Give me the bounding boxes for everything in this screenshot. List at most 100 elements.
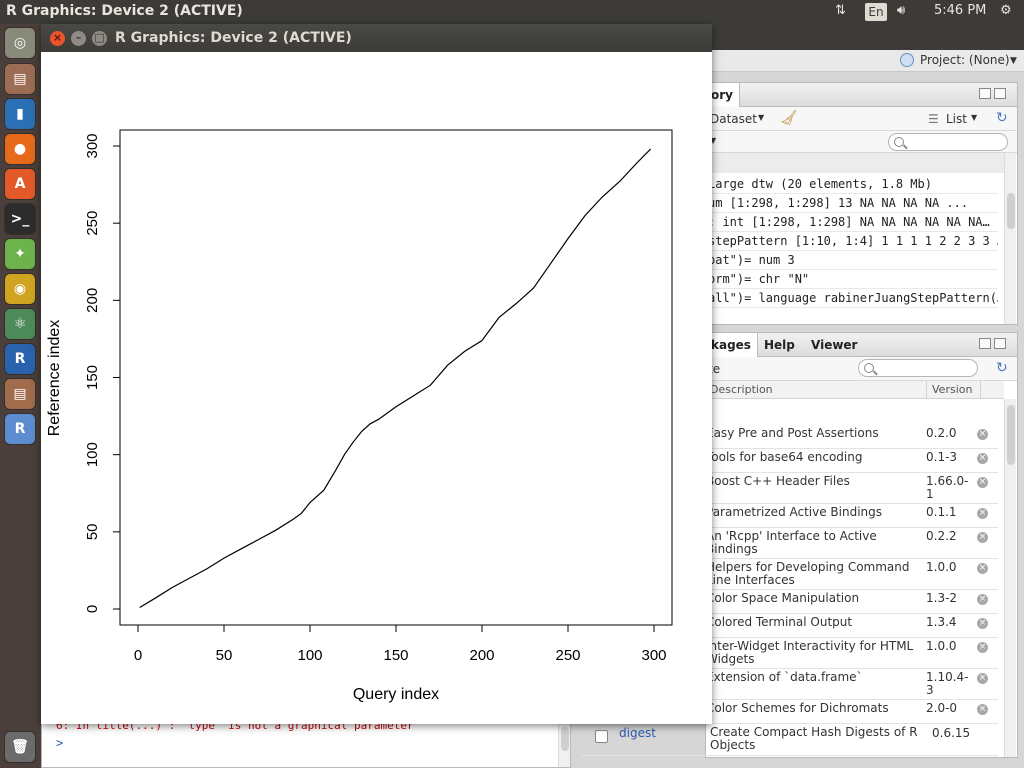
broom-icon[interactable]: 🧹︎ [780, 110, 798, 126]
chevron-down-icon[interactable]: ▼ [1010, 56, 1017, 66]
y-tick-label: 100 [84, 442, 101, 467]
remove-package-icon[interactable]: × [977, 673, 988, 684]
package-row[interactable]: Extension of `data.frame` 1.10.4-3 × [706, 669, 998, 700]
remove-package-icon[interactable]: × [977, 563, 988, 574]
keyboard-language-indicator[interactable]: En [865, 3, 887, 21]
x-tick-label: 150 [383, 647, 408, 664]
package-version: 0.1-3 [926, 450, 958, 464]
environment-scrollbar[interactable] [1004, 153, 1016, 324]
search-icon [864, 363, 874, 373]
remove-package-icon[interactable]: × [977, 704, 988, 715]
power-icon[interactable]: ⚙︎ [1000, 3, 1012, 18]
r-icon[interactable]: R [5, 344, 35, 374]
package-checkbox[interactable] [595, 730, 608, 743]
launcher: ◎ ▤ ▮ ● A >_ ✦ ◉ ⚛ R ▤ R 🗑︎ [0, 24, 41, 768]
pane-window-buttons[interactable] [976, 88, 1006, 102]
pane-window-buttons[interactable] [976, 338, 1006, 352]
minimize-icon[interactable]: – [71, 31, 86, 46]
trash-icon[interactable]: 🗑︎ [5, 732, 35, 762]
environment-tabbar: ory [704, 83, 1017, 107]
env-row[interactable]: all")= language rabinerJuangStepPattern(… [706, 289, 998, 308]
atom-icon[interactable]: ⚛ [5, 309, 35, 339]
scrollbar-thumb[interactable] [1007, 193, 1015, 229]
env-row[interactable]: stepPattern [1:10, 1:4] 1 1 1 1 2 2 3 3 … [706, 232, 998, 251]
package-row[interactable]: Color Space Manipulation 1.3-2 × [706, 590, 998, 614]
project-menu[interactable]: Project: (None) [920, 53, 1010, 67]
env-row[interactable]: orm")= chr "N" [706, 270, 998, 289]
firefox-icon[interactable]: ● [5, 134, 35, 164]
tab-help[interactable]: Help [764, 338, 795, 352]
libreoffice-writer-icon[interactable]: ▮ [5, 99, 35, 129]
dataset-import-button[interactable]: Dataset [710, 112, 757, 126]
package-version: 0.2.0 [926, 426, 957, 440]
env-row[interactable]: pat")= num 3 [706, 251, 998, 270]
package-row[interactable]: Parametrized Active Bindings 0.1.1 × [706, 504, 998, 528]
clock[interactable]: 5:46 PM [934, 3, 987, 18]
col-version[interactable]: Version [932, 383, 973, 396]
file-manager-icon-2[interactable]: ▤ [5, 379, 35, 409]
remove-package-icon[interactable]: × [977, 594, 988, 605]
rstudio-project-bar: Project: (None) ▼ [712, 50, 1024, 72]
network-icon[interactable]: ⇅ [835, 3, 846, 18]
remove-package-icon[interactable]: × [977, 477, 988, 488]
tab-packages[interactable]: kages [704, 333, 758, 357]
package-row[interactable]: Colored Terminal Output 1.3.4 × [706, 614, 998, 638]
tab-viewer[interactable]: Viewer [811, 338, 858, 352]
console-pane[interactable]: 6: In title(...) : "type" is not a graph… [41, 719, 571, 768]
env-row[interactable]: Large dtw (20 elements, 1.8 Mb) [706, 175, 998, 194]
scrollbar-thumb[interactable] [1007, 405, 1015, 465]
env-row[interactable]: : int [1:298, 1:298] NA NA NA NA NA NA… [706, 213, 998, 232]
chevron-down-icon[interactable]: ▼ [758, 113, 765, 122]
packages-search-input[interactable] [858, 359, 978, 377]
chevron-down-icon[interactable]: ▼ [710, 136, 717, 145]
package-row[interactable]: Boost C++ Header Files 1.66.0-1 × [706, 473, 998, 504]
env-row[interactable]: um [1:298, 1:298] 13 NA NA NA NA ... [706, 194, 998, 213]
package-row[interactable]: Helpers for Developing Command Line Inte… [706, 559, 998, 590]
col-divider [980, 381, 981, 399]
remove-package-icon[interactable]: × [977, 429, 988, 440]
console-scrollbar[interactable] [558, 723, 570, 767]
environment-toolbar: Dataset ▼ 🧹︎ ☰ List ▼ ↻ [706, 107, 1017, 131]
list-view-toggle[interactable]: List [946, 112, 967, 126]
graphics-window-title: R Graphics: Device 2 (ACTIVE) [115, 30, 352, 46]
package-row[interactable]: An 'Rcpp' Interface to Active Bindings 0.… [706, 528, 998, 559]
list-view-icon[interactable]: ☰ [928, 112, 939, 126]
remove-package-icon[interactable]: × [977, 642, 988, 653]
file-manager-icon[interactable]: ▤ [5, 64, 35, 94]
remove-package-icon[interactable]: × [977, 532, 988, 543]
remove-package-icon[interactable]: × [977, 618, 988, 629]
package-description: Inter-Widget Interactivity for HTML Widg… [706, 639, 914, 666]
environment-search-input[interactable] [888, 133, 1008, 151]
graphics-titlebar[interactable]: × – □ R Graphics: Device 2 (ACTIVE) [41, 24, 712, 52]
remove-package-icon[interactable]: × [977, 453, 988, 464]
package-name-link[interactable]: digest [619, 726, 656, 740]
ubuntu-dash-icon[interactable]: ◎ [5, 28, 35, 58]
volume-icon[interactable]: 🔊︎ [897, 3, 906, 18]
software-center-icon[interactable]: A [5, 169, 35, 199]
package-version: 1.3.4 [926, 615, 957, 629]
package-description: Colored Terminal Output [706, 615, 853, 629]
package-description: Tools for base64 encoding [706, 450, 863, 464]
col-description[interactable]: Description [710, 383, 773, 396]
maximize-icon[interactable]: □ [92, 31, 107, 46]
chrome-icon[interactable]: ◉ [5, 274, 35, 304]
scrollbar-thumb[interactable] [561, 727, 569, 751]
remove-package-icon[interactable]: × [977, 508, 988, 519]
packages-pane: kages Help Viewer te ↻ Description Versi… [581, 332, 1018, 758]
terminal-icon[interactable]: >_ [5, 204, 35, 234]
android-studio-icon[interactable]: ✦ [5, 239, 35, 269]
package-row[interactable]: Tools for base64 encoding 0.1-3 × [706, 449, 998, 473]
package-description: Easy Pre and Post Assertions [706, 426, 879, 440]
close-icon[interactable]: × [50, 31, 65, 46]
rstudio-icon[interactable]: R [5, 414, 35, 444]
package-row[interactable]: Inter-Widget Interactivity for HTML Widg… [706, 638, 998, 669]
refresh-icon[interactable]: ↻ [996, 360, 1008, 376]
package-row-digest[interactable]: digest Create Compact Hash Digests of R O… [581, 724, 998, 756]
y-tick-label: 300 [84, 133, 101, 158]
package-row[interactable]: Color Schemes for Dichromats 2.0-0 × [706, 700, 998, 724]
refresh-icon[interactable]: ↻ [996, 110, 1008, 126]
packages-scrollbar[interactable] [1004, 399, 1016, 757]
chevron-down-icon[interactable]: ▼ [971, 113, 978, 122]
console-prompt[interactable]: > [56, 736, 64, 750]
package-row[interactable]: Easy Pre and Post Assertions 0.2.0 × [706, 425, 998, 449]
